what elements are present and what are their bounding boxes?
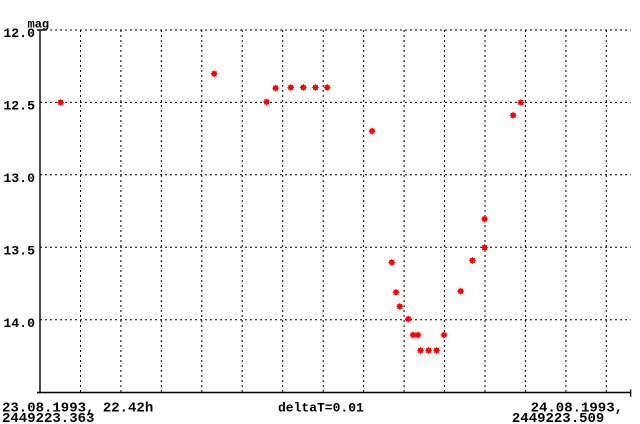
svg-text:14.0: 14.0 — [3, 316, 35, 331]
svg-text:13.5: 13.5 — [3, 244, 35, 259]
svg-text:2449223.509: 2449223.509 — [512, 411, 604, 424]
svg-text:12.5: 12.5 — [3, 99, 35, 114]
svg-text:13.0: 13.0 — [3, 171, 35, 186]
svg-text:2449223.363: 2449223.363 — [2, 411, 94, 424]
svg-text:mag: mag — [28, 17, 50, 31]
svg-text:deltaT=0.01: deltaT=0.01 — [278, 400, 364, 415]
